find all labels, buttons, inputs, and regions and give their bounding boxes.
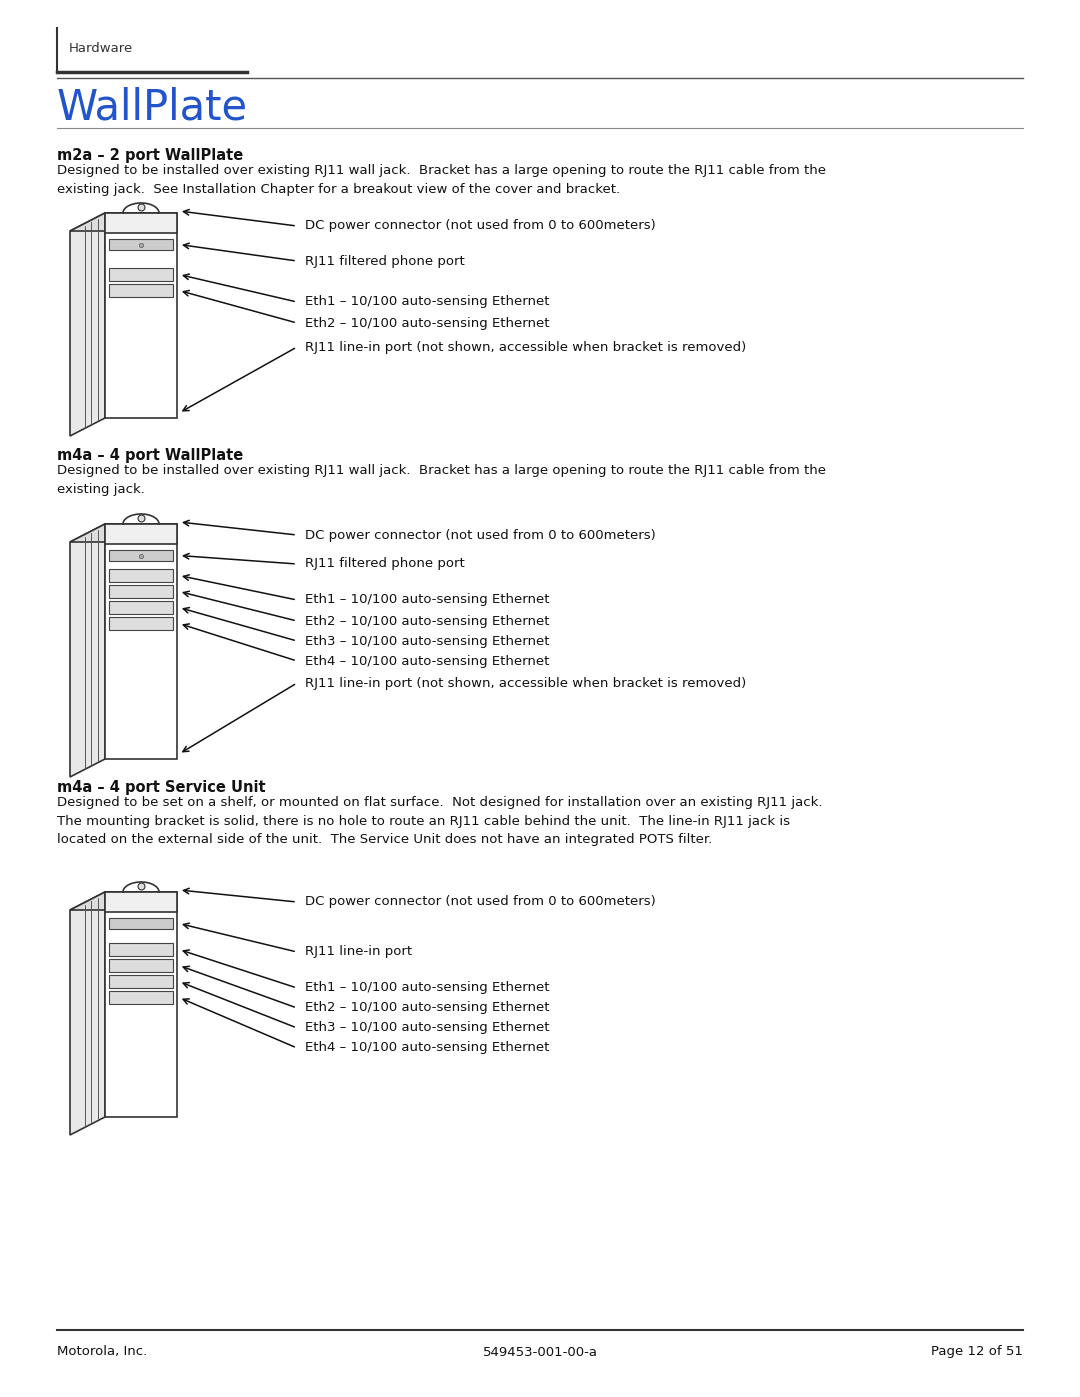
Text: Eth3 – 10/100 auto-sensing Ethernet: Eth3 – 10/100 auto-sensing Ethernet xyxy=(305,1021,550,1035)
Text: Eth2 – 10/100 auto-sensing Ethernet: Eth2 – 10/100 auto-sensing Ethernet xyxy=(305,1002,550,1014)
Text: Eth2 – 10/100 auto-sensing Ethernet: Eth2 – 10/100 auto-sensing Ethernet xyxy=(305,615,550,627)
Text: RJ11 filtered phone port: RJ11 filtered phone port xyxy=(305,557,464,570)
Text: Eth1 – 10/100 auto-sensing Ethernet: Eth1 – 10/100 auto-sensing Ethernet xyxy=(305,296,550,309)
Bar xyxy=(109,990,173,1004)
Bar xyxy=(109,284,173,298)
Polygon shape xyxy=(105,893,177,912)
Bar xyxy=(105,524,177,759)
Bar xyxy=(109,550,173,562)
Polygon shape xyxy=(70,893,105,1134)
Bar xyxy=(109,569,173,583)
Text: Eth4 – 10/100 auto-sensing Ethernet: Eth4 – 10/100 auto-sensing Ethernet xyxy=(305,1042,550,1055)
Text: Designed to be installed over existing RJ11 wall jack.  Bracket has a large open: Designed to be installed over existing R… xyxy=(57,464,826,496)
Text: Designed to be set on a shelf, or mounted on flat surface.  Not designed for ins: Designed to be set on a shelf, or mounte… xyxy=(57,796,823,847)
Polygon shape xyxy=(70,212,177,231)
Bar xyxy=(109,268,173,281)
Bar xyxy=(109,918,173,929)
Polygon shape xyxy=(70,893,177,909)
Text: RJ11 line-in port: RJ11 line-in port xyxy=(305,946,413,958)
Text: Eth1 – 10/100 auto-sensing Ethernet: Eth1 – 10/100 auto-sensing Ethernet xyxy=(305,982,550,995)
Text: Designed to be installed over existing RJ11 wall jack.  Bracket has a large open: Designed to be installed over existing R… xyxy=(57,163,826,196)
Text: DC power connector (not used from 0 to 600meters): DC power connector (not used from 0 to 6… xyxy=(305,528,656,542)
Polygon shape xyxy=(105,524,177,543)
Polygon shape xyxy=(70,524,105,777)
Bar xyxy=(109,239,173,250)
Text: m4a – 4 port Service Unit: m4a – 4 port Service Unit xyxy=(57,780,266,795)
Text: Eth2 – 10/100 auto-sensing Ethernet: Eth2 – 10/100 auto-sensing Ethernet xyxy=(305,317,550,330)
Text: DC power connector (not used from 0 to 600meters): DC power connector (not used from 0 to 6… xyxy=(305,219,656,232)
Text: Eth4 – 10/100 auto-sensing Ethernet: Eth4 – 10/100 auto-sensing Ethernet xyxy=(305,655,550,668)
Text: Eth1 – 10/100 auto-sensing Ethernet: Eth1 – 10/100 auto-sensing Ethernet xyxy=(305,594,550,606)
Text: Eth3 – 10/100 auto-sensing Ethernet: Eth3 – 10/100 auto-sensing Ethernet xyxy=(305,634,550,647)
Polygon shape xyxy=(70,212,105,436)
Text: RJ11 filtered phone port: RJ11 filtered phone port xyxy=(305,254,464,267)
Bar xyxy=(109,943,173,956)
Bar xyxy=(109,601,173,615)
Text: Hardware: Hardware xyxy=(69,42,133,54)
Text: DC power connector (not used from 0 to 600meters): DC power connector (not used from 0 to 6… xyxy=(305,895,656,908)
Text: WallPlate: WallPlate xyxy=(57,87,248,129)
Text: RJ11 line-in port (not shown, accessible when bracket is removed): RJ11 line-in port (not shown, accessible… xyxy=(305,341,746,353)
Text: Page 12 of 51: Page 12 of 51 xyxy=(931,1345,1023,1358)
Polygon shape xyxy=(70,524,177,542)
Bar xyxy=(105,893,177,1118)
Text: m4a – 4 port WallPlate: m4a – 4 port WallPlate xyxy=(57,448,243,462)
Bar xyxy=(109,975,173,988)
Bar xyxy=(109,617,173,630)
Text: RJ11 line-in port (not shown, accessible when bracket is removed): RJ11 line-in port (not shown, accessible… xyxy=(305,676,746,690)
Bar xyxy=(109,958,173,972)
Bar xyxy=(105,212,177,418)
Text: Motorola, Inc.: Motorola, Inc. xyxy=(57,1345,147,1358)
Polygon shape xyxy=(105,212,177,233)
Bar xyxy=(109,585,173,598)
Text: m2a – 2 port WallPlate: m2a – 2 port WallPlate xyxy=(57,148,243,163)
Text: 549453-001-00-a: 549453-001-00-a xyxy=(483,1345,597,1358)
